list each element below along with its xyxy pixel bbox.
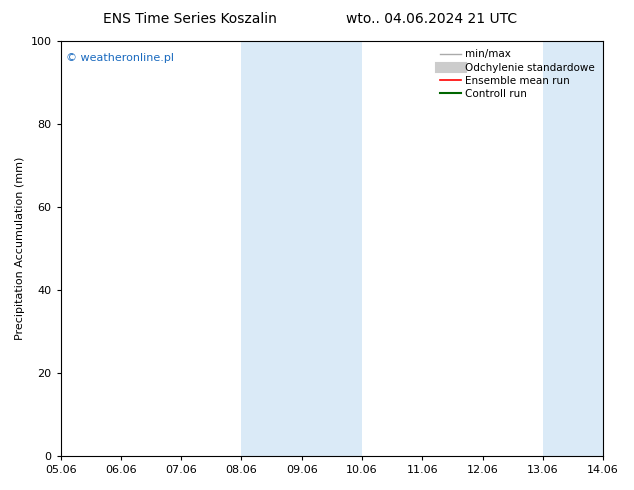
- Y-axis label: Precipitation Accumulation (mm): Precipitation Accumulation (mm): [15, 157, 25, 340]
- Text: ENS Time Series Koszalin: ENS Time Series Koszalin: [103, 12, 277, 26]
- Legend: min/max, Odchylenie standardowe, Ensemble mean run, Controll run: min/max, Odchylenie standardowe, Ensembl…: [437, 46, 598, 102]
- Bar: [543, 41, 603, 456]
- Text: © weatheronline.pl: © weatheronline.pl: [66, 53, 174, 64]
- Text: wto.. 04.06.2024 21 UTC: wto.. 04.06.2024 21 UTC: [346, 12, 517, 26]
- Bar: [242, 41, 362, 456]
